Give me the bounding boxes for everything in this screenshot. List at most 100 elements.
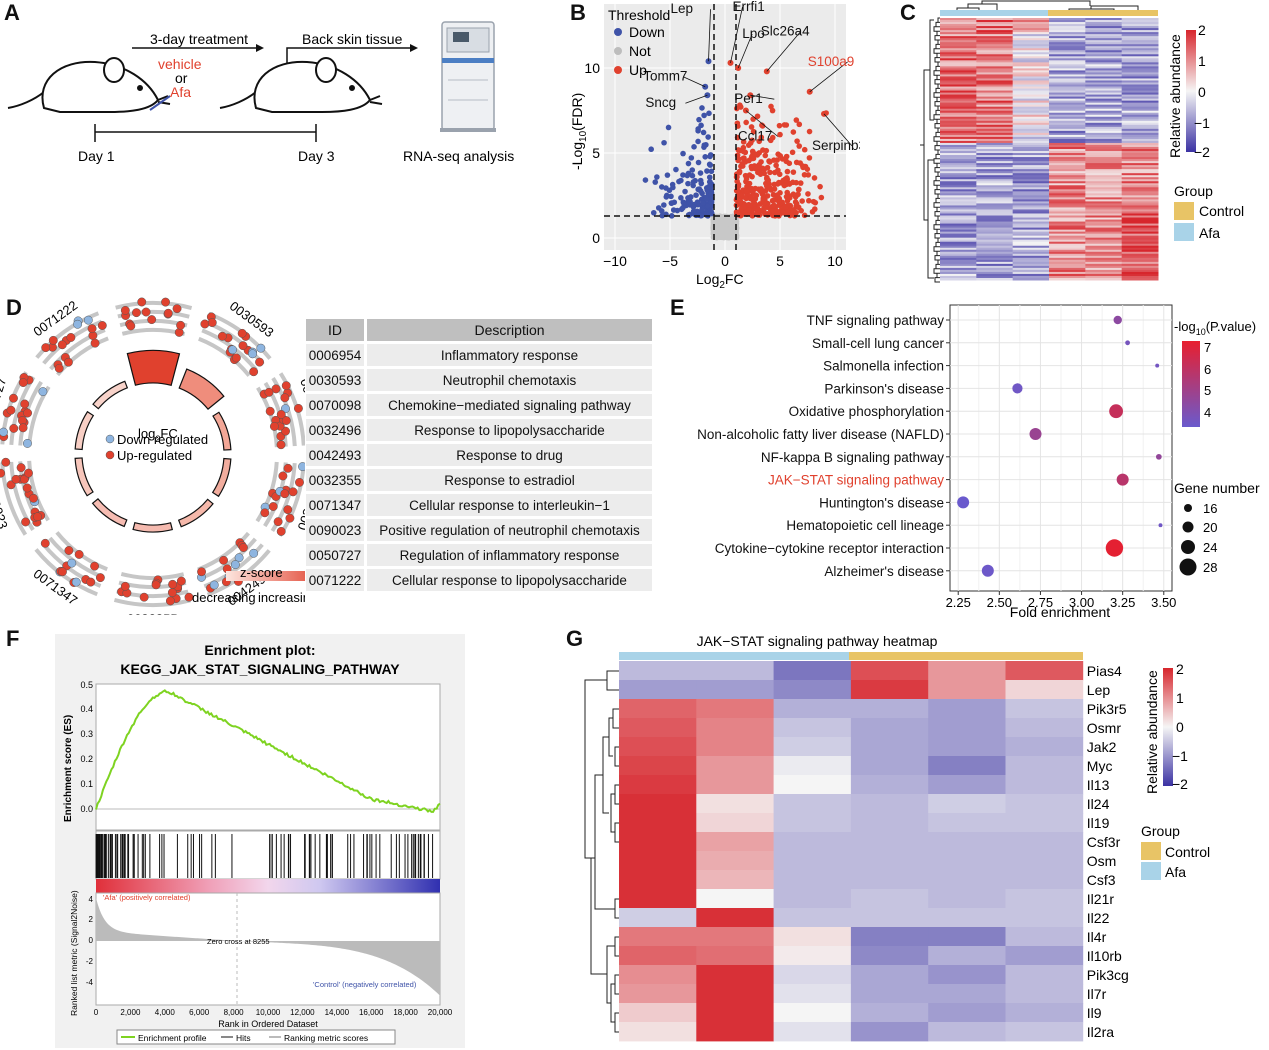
g-heat-cell xyxy=(696,927,774,947)
c-heat-cell xyxy=(976,233,1014,237)
volcano-point-up xyxy=(735,147,742,153)
c-heat-cell xyxy=(1085,34,1123,37)
c-heat-cell xyxy=(976,157,1014,160)
volcano-point-not xyxy=(720,227,726,233)
g-heat-cell xyxy=(850,965,929,985)
volcano-point-down xyxy=(642,177,649,183)
c-heat-cell xyxy=(1085,255,1123,259)
c-heat-cell xyxy=(976,104,1014,108)
c-heat-cell xyxy=(976,50,1014,53)
volcano-point-not xyxy=(730,220,736,226)
c-heat-cell xyxy=(976,169,1014,172)
c-heat-cell xyxy=(1049,74,1086,77)
volcano-point-up xyxy=(789,149,796,156)
c-heat-cell xyxy=(1085,118,1123,122)
c-heat-cell xyxy=(1049,237,1086,241)
d-gene-dot xyxy=(90,561,100,571)
volcano-point-down xyxy=(707,153,713,160)
d-gene-dot xyxy=(63,357,73,367)
c-heat-cell xyxy=(940,34,977,37)
c-heat-cell xyxy=(1049,142,1086,146)
table-row: 0032496 Response to lipopolysaccharide xyxy=(306,419,652,441)
c-heat-cell xyxy=(1049,102,1086,106)
c-heat-cell xyxy=(1085,46,1123,49)
c-heat-cell xyxy=(1012,68,1050,71)
g-row-dendrogram xyxy=(584,670,619,1033)
c-heat-cell xyxy=(1049,245,1086,249)
c-heat-cell xyxy=(1012,217,1050,221)
d-gene-dot xyxy=(141,307,151,317)
c-heat-cell xyxy=(940,277,977,281)
c-heat-cell xyxy=(976,88,1014,92)
g-heat-cell xyxy=(696,946,774,966)
c-heat-cell xyxy=(976,74,1014,77)
c-heat-cell xyxy=(976,72,1014,75)
c-heat-cell xyxy=(1085,64,1123,67)
b-xtick-3: 5 xyxy=(776,253,784,269)
volcano-point-up xyxy=(743,187,750,194)
c-heat-cell xyxy=(1012,153,1050,156)
d-gene-dot xyxy=(237,328,247,338)
c-heat-cell xyxy=(1121,215,1159,219)
c-heat-cell xyxy=(940,259,977,263)
volcano-point-down xyxy=(680,172,686,178)
c-heat-cell xyxy=(1049,173,1086,176)
c-heat-cell xyxy=(1121,227,1159,231)
d-gene-dot xyxy=(58,567,67,577)
d-zscore-bar xyxy=(126,349,181,387)
g-group-bar-control xyxy=(849,652,1083,660)
e-pathway-label: TNF signaling pathway xyxy=(807,313,945,328)
g-heat-cell xyxy=(619,908,697,928)
c-heat-cell xyxy=(1121,275,1159,279)
c-legend-afa: Afa xyxy=(1199,225,1220,241)
c-heat-cell xyxy=(976,231,1014,235)
d-gene-dot xyxy=(139,592,149,602)
c-heat-cell xyxy=(976,124,1014,128)
c-heat-cell xyxy=(1049,56,1086,59)
c-heat-cell xyxy=(1085,225,1123,229)
c-heat-cell xyxy=(1012,225,1050,229)
volcano-point-up xyxy=(810,198,817,205)
c-legend-control-swatch xyxy=(1174,202,1194,220)
c-heat-cell xyxy=(976,112,1014,116)
c-heat-cell xyxy=(1121,257,1159,261)
c-heat-cell xyxy=(940,60,977,63)
table-row: 0006954 Inflammatory response xyxy=(306,344,652,366)
c-heat-cell xyxy=(976,146,1014,150)
rnaseq-label: RNA-seq analysis xyxy=(403,148,514,164)
c-heat-cell xyxy=(1012,171,1050,174)
d-gene-dot xyxy=(165,596,175,606)
c-heat-cell xyxy=(1012,233,1050,237)
table-cell-id: 0006954 xyxy=(306,344,367,366)
c-heat-cell xyxy=(940,32,977,35)
gsea-rank-bar xyxy=(96,879,440,893)
e-bubble xyxy=(1155,453,1162,460)
volcano-point-down xyxy=(703,196,710,202)
c-heat-cell xyxy=(1085,102,1123,106)
c-heat-cell xyxy=(1085,28,1123,31)
c-heat-cell xyxy=(940,64,977,67)
c-heat-cell xyxy=(1121,68,1159,71)
d-gene-dot xyxy=(57,340,67,350)
g-heat-cell xyxy=(850,718,929,738)
c-heat-cell xyxy=(976,38,1014,41)
c-heat-cell xyxy=(1049,30,1086,33)
c-heat-cell xyxy=(1049,273,1086,277)
g-heat-cell xyxy=(696,699,774,719)
d-outer-track xyxy=(115,301,193,310)
f-xtick: 16,000 xyxy=(359,1008,384,1017)
d-center-title: log2FC xyxy=(138,426,178,444)
c-heat-cell xyxy=(1049,86,1086,90)
c-heat-cell xyxy=(976,213,1014,217)
c-heat-cell xyxy=(1121,106,1159,110)
c-heat-cell xyxy=(1012,169,1050,172)
e-size-dot-24 xyxy=(1181,540,1195,554)
c-heat-cell xyxy=(1121,72,1159,75)
c-heat-cell xyxy=(1012,94,1050,98)
c-heat-cell xyxy=(1121,271,1159,275)
f-xtick: 0 xyxy=(94,1008,99,1017)
c-heat-cell xyxy=(1085,265,1123,269)
ranked-metric-area xyxy=(96,897,440,996)
c-heat-cell xyxy=(1085,237,1123,241)
volcano-point-down xyxy=(664,172,671,178)
